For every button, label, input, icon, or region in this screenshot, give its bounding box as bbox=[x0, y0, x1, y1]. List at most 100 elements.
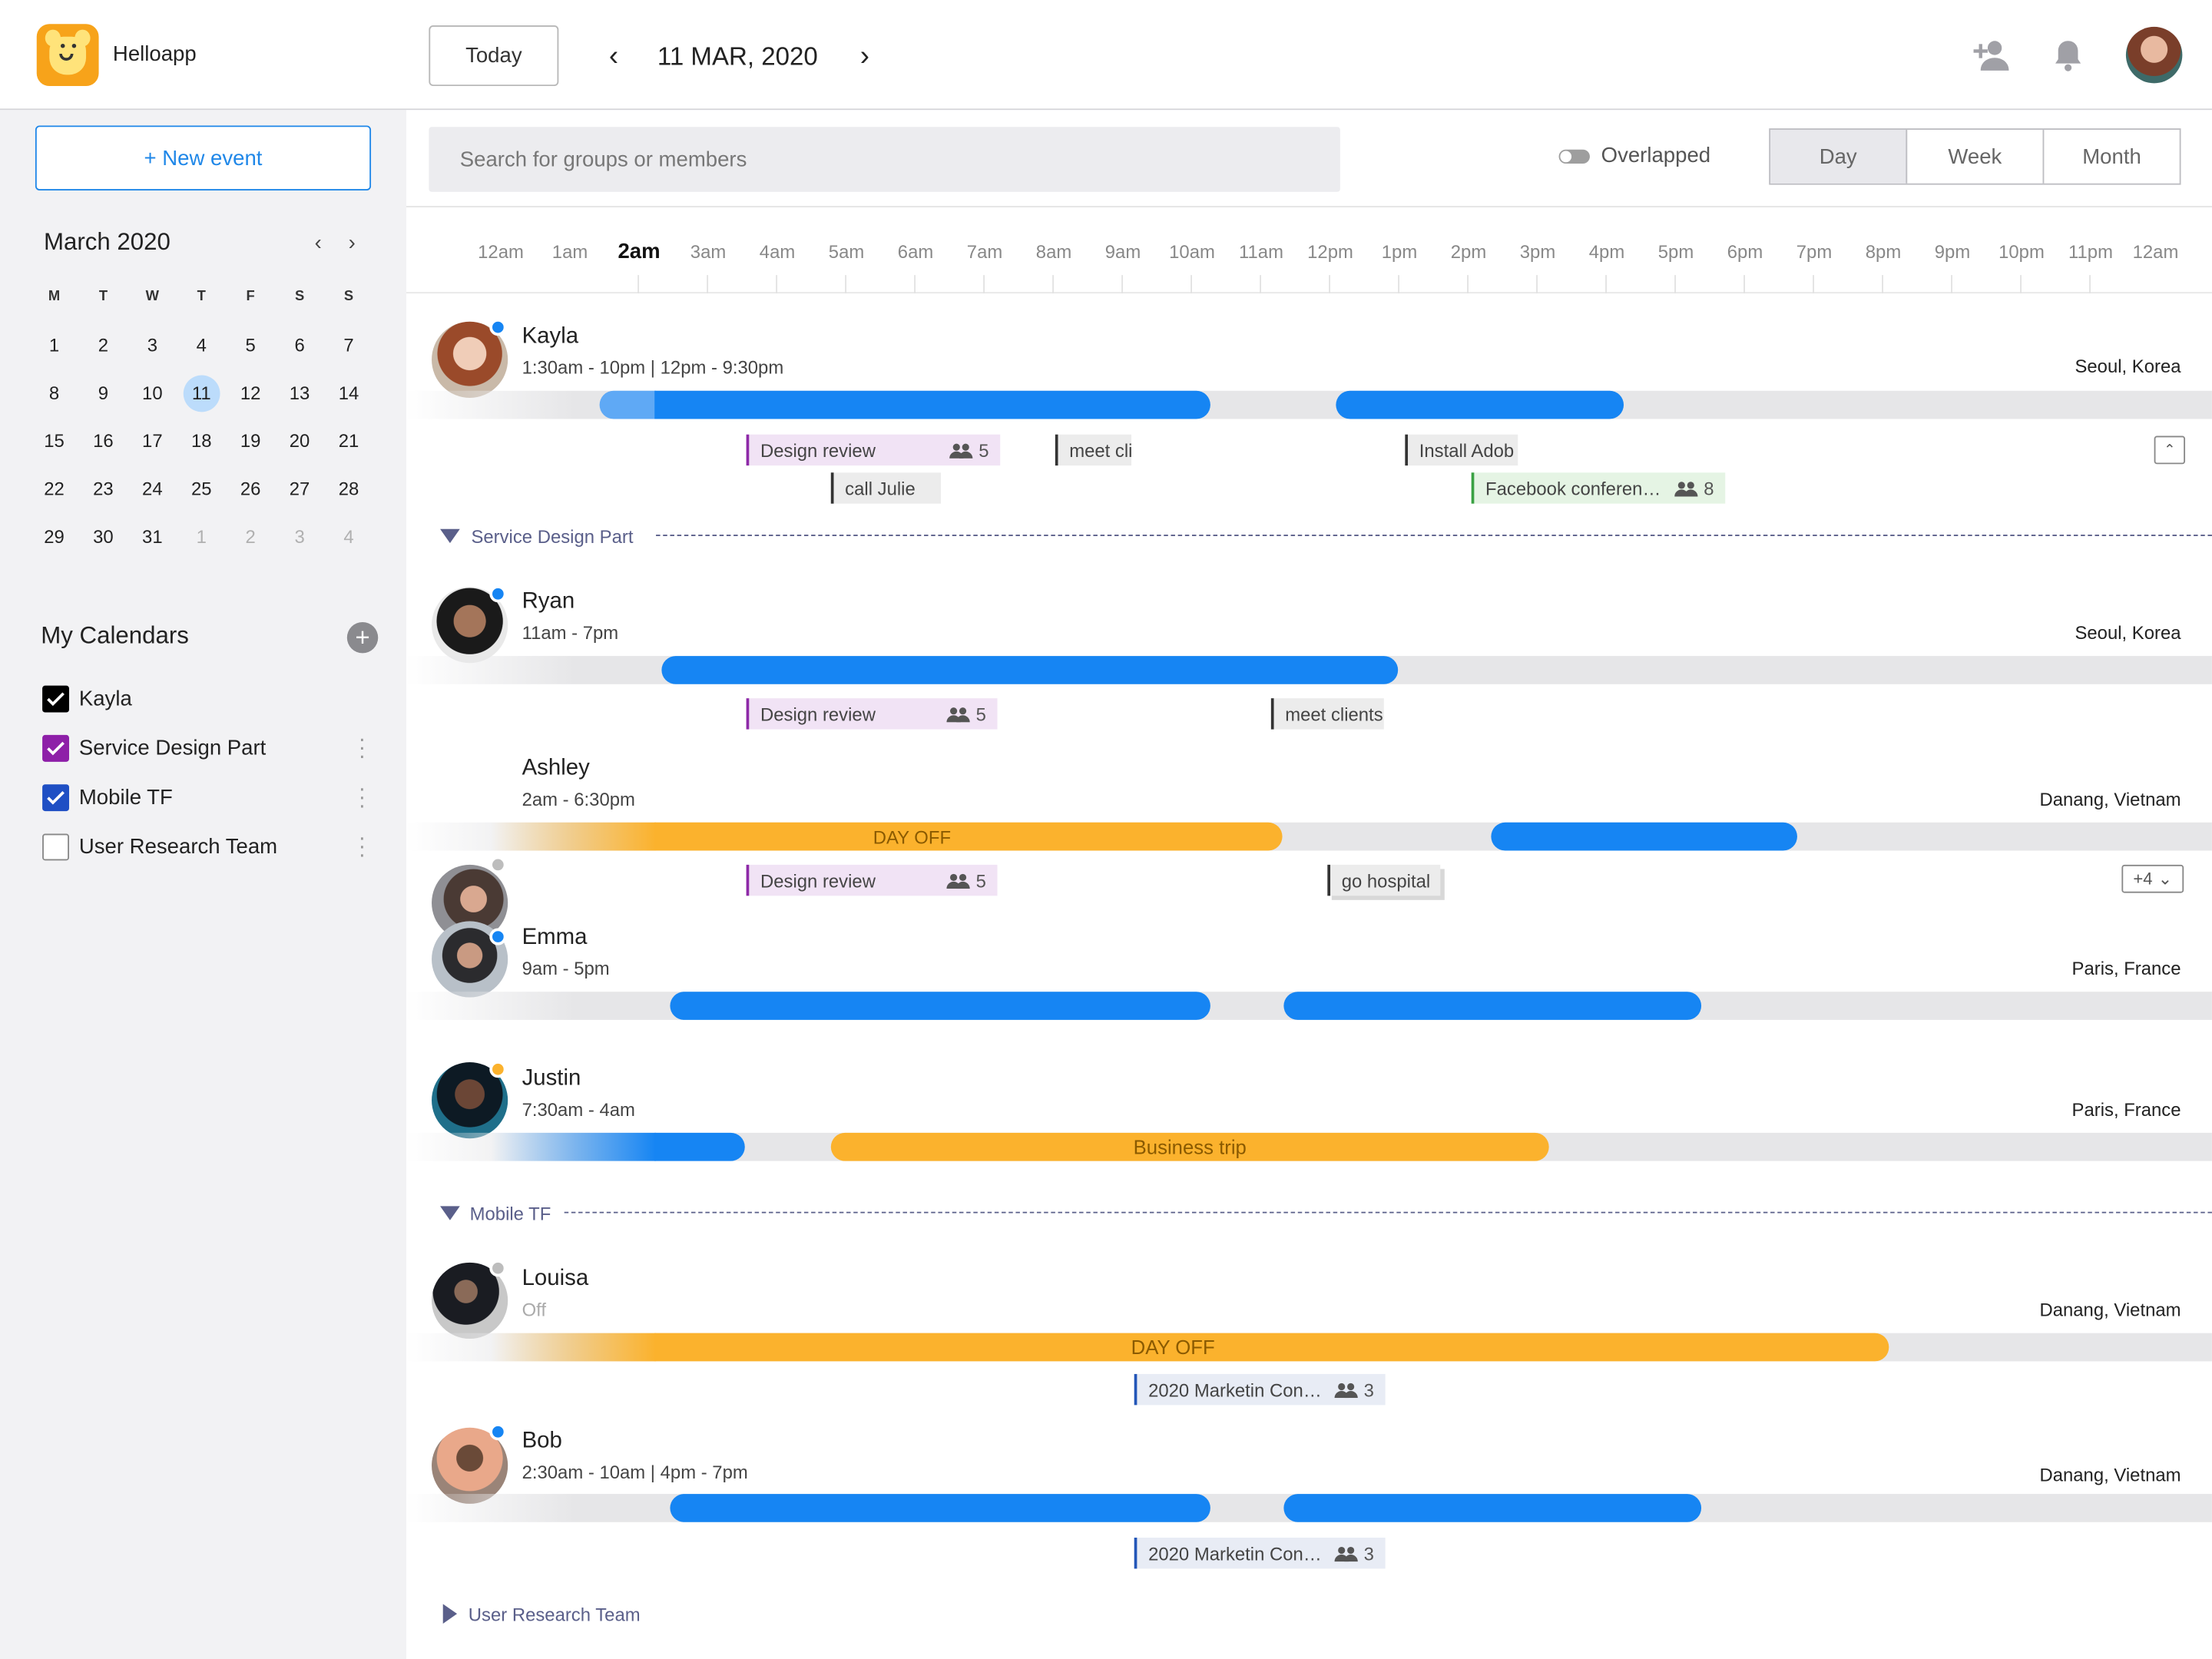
search-input[interactable]: Search for groups or members bbox=[429, 127, 1340, 192]
person-name[interactable]: Kayla bbox=[522, 324, 579, 349]
calendar-item-user-research[interactable]: User Research Team bbox=[42, 831, 277, 862]
person-name[interactable]: Ashley bbox=[522, 756, 590, 780]
day-cell[interactable]: 23 bbox=[93, 478, 114, 500]
event-marketing-conference[interactable]: 2020 Marketin Con… 3 bbox=[1134, 1373, 1386, 1406]
day-cell[interactable]: 10 bbox=[142, 382, 163, 404]
kebab-menu-icon[interactable]: · · · bbox=[358, 777, 366, 819]
event-call-julie[interactable]: call Julie bbox=[830, 472, 942, 504]
calendar-item-service-design[interactable]: Service Design Part bbox=[42, 732, 266, 763]
availability-bar[interactable] bbox=[1283, 1494, 1702, 1522]
day-cell[interactable]: 13 bbox=[289, 382, 310, 404]
add-user-icon[interactable] bbox=[1972, 37, 2012, 74]
user-avatar[interactable] bbox=[2125, 26, 2183, 84]
event-facebook-conference[interactable]: Facebook conferen… 8 bbox=[1471, 472, 1726, 504]
day-cell[interactable]: 5 bbox=[245, 334, 256, 356]
day-cell[interactable]: 6 bbox=[294, 334, 305, 356]
bell-icon[interactable] bbox=[2048, 37, 2088, 74]
checkbox-checked-icon[interactable] bbox=[42, 734, 69, 761]
calendar-item-mobile-tf[interactable]: Mobile TF bbox=[42, 782, 173, 813]
triangle-down-icon[interactable] bbox=[440, 1206, 460, 1220]
availability-bar[interactable] bbox=[1283, 992, 1702, 1020]
day-cell[interactable]: 20 bbox=[289, 430, 310, 452]
group-header-service-design[interactable]: Service Design Part bbox=[440, 525, 633, 547]
day-cell-next-month[interactable]: 1 bbox=[196, 526, 207, 548]
day-cell[interactable]: 24 bbox=[142, 478, 163, 500]
day-cell[interactable]: 7 bbox=[343, 334, 354, 356]
availability-bar[interactable] bbox=[654, 1132, 745, 1161]
tab-week[interactable]: Week bbox=[1907, 129, 2045, 184]
day-cell[interactable]: 9 bbox=[98, 382, 109, 404]
chevron-right-icon[interactable]: › bbox=[859, 40, 870, 71]
day-cell[interactable]: 16 bbox=[93, 430, 114, 452]
person-name[interactable]: Emma bbox=[522, 925, 588, 950]
event-go-hospital[interactable]: go hospital bbox=[1327, 864, 1441, 896]
day-cell[interactable]: 31 bbox=[142, 526, 163, 548]
kebab-menu-icon[interactable]: · · · bbox=[358, 727, 366, 770]
triangle-down-icon[interactable] bbox=[440, 528, 460, 544]
availability-bar[interactable] bbox=[654, 390, 1210, 419]
day-cell[interactable]: 12 bbox=[240, 382, 261, 404]
calendar-item-kayla[interactable]: Kayla bbox=[42, 683, 132, 714]
day-cell[interactable]: 2 bbox=[98, 334, 109, 356]
day-cell-next-month[interactable]: 3 bbox=[294, 526, 305, 548]
checkbox-checked-icon[interactable] bbox=[42, 684, 69, 712]
day-cell[interactable]: 22 bbox=[44, 478, 65, 500]
group-header-user-research[interactable]: User Research Team bbox=[442, 1602, 641, 1624]
availability-bar[interactable] bbox=[1336, 390, 1624, 419]
day-cell[interactable]: 27 bbox=[289, 478, 310, 500]
day-cell[interactable]: 21 bbox=[338, 430, 359, 452]
chevron-left-icon[interactable]: ‹ bbox=[608, 40, 619, 71]
overlapped-toggle[interactable]: Overlapped bbox=[1558, 144, 1710, 168]
day-off-bar[interactable]: DAY OFF bbox=[654, 822, 1283, 851]
availability-bar[interactable] bbox=[1491, 822, 1797, 851]
person-name[interactable]: Ryan bbox=[522, 589, 575, 614]
today-button[interactable]: Today bbox=[429, 25, 559, 87]
event-meet-clients[interactable]: meet cli bbox=[1055, 434, 1132, 466]
availability-bar[interactable] bbox=[670, 1494, 1210, 1522]
more-events-button[interactable]: +4 ⌄ bbox=[2121, 864, 2184, 893]
add-calendar-icon[interactable]: + bbox=[346, 621, 379, 654]
tab-month[interactable]: Month bbox=[2082, 144, 2141, 169]
day-cell[interactable]: 17 bbox=[142, 430, 163, 452]
group-header-mobile-tf[interactable]: Mobile TF bbox=[440, 1202, 551, 1224]
event-install[interactable]: Install Adob bbox=[1405, 434, 1518, 466]
kebab-menu-icon[interactable]: · · · bbox=[358, 826, 366, 868]
day-cell[interactable]: 15 bbox=[44, 430, 65, 452]
event-design-review[interactable]: Design review 5 bbox=[746, 434, 1001, 466]
day-cell[interactable]: 18 bbox=[190, 430, 212, 452]
day-cell[interactable]: 3 bbox=[147, 334, 157, 356]
tab-day[interactable]: Day bbox=[1770, 129, 1908, 184]
availability-bar[interactable] bbox=[661, 656, 1399, 684]
day-cell[interactable]: 30 bbox=[93, 526, 114, 548]
day-cell[interactable]: 8 bbox=[48, 382, 60, 404]
triangle-right-icon[interactable] bbox=[442, 1604, 458, 1624]
business-trip-bar[interactable]: Business trip bbox=[830, 1132, 1549, 1161]
person-name[interactable]: Justin bbox=[522, 1066, 581, 1091]
day-cell[interactable]: 1 bbox=[48, 334, 60, 356]
event-marketing-conference[interactable]: 2020 Marketin Con… 3 bbox=[1134, 1538, 1386, 1569]
day-cell-next-month[interactable]: 2 bbox=[245, 526, 256, 548]
person-name[interactable]: Bob bbox=[522, 1429, 562, 1453]
day-cell[interactable]: 28 bbox=[338, 478, 359, 500]
helloapp-logo[interactable] bbox=[36, 24, 99, 87]
collapse-icon[interactable]: ⌃ bbox=[2154, 435, 2186, 465]
person-name[interactable]: Louisa bbox=[522, 1267, 589, 1291]
event-design-review[interactable]: Design review 5 bbox=[746, 698, 998, 730]
toggle-switch-icon[interactable] bbox=[1558, 148, 1590, 164]
mini-cal-next-icon[interactable]: › bbox=[348, 231, 356, 256]
event-meet-clients[interactable]: meet clients bbox=[1270, 698, 1384, 730]
availability-bar[interactable] bbox=[670, 992, 1210, 1020]
day-off-bar[interactable]: DAY OFF bbox=[654, 1333, 1889, 1362]
day-cell-selected[interactable]: 11 bbox=[177, 375, 226, 412]
day-cell[interactable]: 14 bbox=[338, 382, 359, 404]
checkbox-unchecked-icon[interactable] bbox=[42, 833, 69, 860]
new-event-button[interactable]: + New event bbox=[35, 125, 372, 190]
checkbox-checked-icon[interactable] bbox=[42, 783, 69, 811]
mini-cal-prev-icon[interactable]: ‹ bbox=[314, 231, 322, 256]
avatar-bob[interactable] bbox=[432, 1427, 508, 1504]
day-cell[interactable]: 25 bbox=[190, 478, 212, 500]
day-cell[interactable]: 29 bbox=[44, 526, 65, 548]
day-cell[interactable]: 4 bbox=[196, 334, 207, 356]
day-cell[interactable]: 19 bbox=[240, 430, 261, 452]
event-design-review[interactable]: Design review 5 bbox=[746, 864, 998, 896]
